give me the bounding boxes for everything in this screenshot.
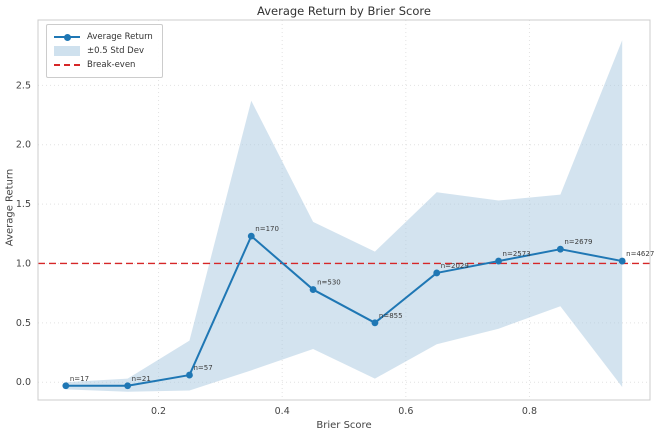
data-point-marker <box>186 371 193 379</box>
legend-label: Break-even <box>87 60 136 70</box>
plot-border <box>37 19 651 401</box>
annotation-label: n=21 <box>132 375 151 383</box>
data-point-marker <box>371 319 379 327</box>
annotation-label: n=4627 <box>626 250 654 258</box>
y-tick-label: 1.0 <box>16 258 31 269</box>
band-patch-icon <box>54 46 80 56</box>
legend: Average Return ±0.5 Std Dev Break-even <box>46 24 163 78</box>
x-tick-label: 0.2 <box>151 406 166 417</box>
data-point-marker <box>62 382 70 390</box>
annotation-label: n=170 <box>255 225 279 233</box>
y-tick-label: 0.5 <box>16 318 31 329</box>
x-tick-label: 0.8 <box>522 406 537 417</box>
data-point-marker <box>556 245 564 253</box>
data-point-marker <box>309 286 317 293</box>
chart-title: Average Return by Brier Score <box>257 4 431 18</box>
data-point-marker <box>124 382 132 390</box>
annotation-label: n=17 <box>70 375 89 383</box>
annotation-label: n=2573 <box>503 250 531 258</box>
x-tick-label: 0.6 <box>398 406 413 417</box>
dashed-line-icon <box>54 64 80 66</box>
average-return-line <box>65 235 623 387</box>
legend-item-average-return: Average Return <box>54 30 153 44</box>
legend-label: ±0.5 Std Dev <box>87 46 144 56</box>
std-dev-band <box>65 40 623 392</box>
line-marker-icon <box>54 33 80 41</box>
annotation-label: n=530 <box>317 279 341 287</box>
annotation-label: n=2679 <box>564 238 592 246</box>
x-tick-label: 0.4 <box>275 406 290 417</box>
y-tick-label: 2.5 <box>16 80 31 91</box>
data-point-marker <box>495 257 502 265</box>
data-point-marker <box>247 232 255 240</box>
x-axis-label: Brier Score <box>316 420 372 431</box>
data-point-marker <box>433 269 441 277</box>
annotation-label: n=57 <box>193 364 212 372</box>
legend-item-std-dev: ±0.5 Std Dev <box>54 44 153 58</box>
annotation-label: n=2029 <box>441 262 469 270</box>
legend-item-break-even: Break-even <box>54 58 153 72</box>
y-tick-label: 1.5 <box>16 199 31 210</box>
y-tick-label: 2.0 <box>16 140 31 151</box>
data-point-marker <box>618 257 626 265</box>
y-tick-label: 0.0 <box>16 377 31 388</box>
annotation-label: n=855 <box>379 312 403 320</box>
y-axis-label: Average Return <box>4 168 16 247</box>
legend-label: Average Return <box>87 32 153 42</box>
